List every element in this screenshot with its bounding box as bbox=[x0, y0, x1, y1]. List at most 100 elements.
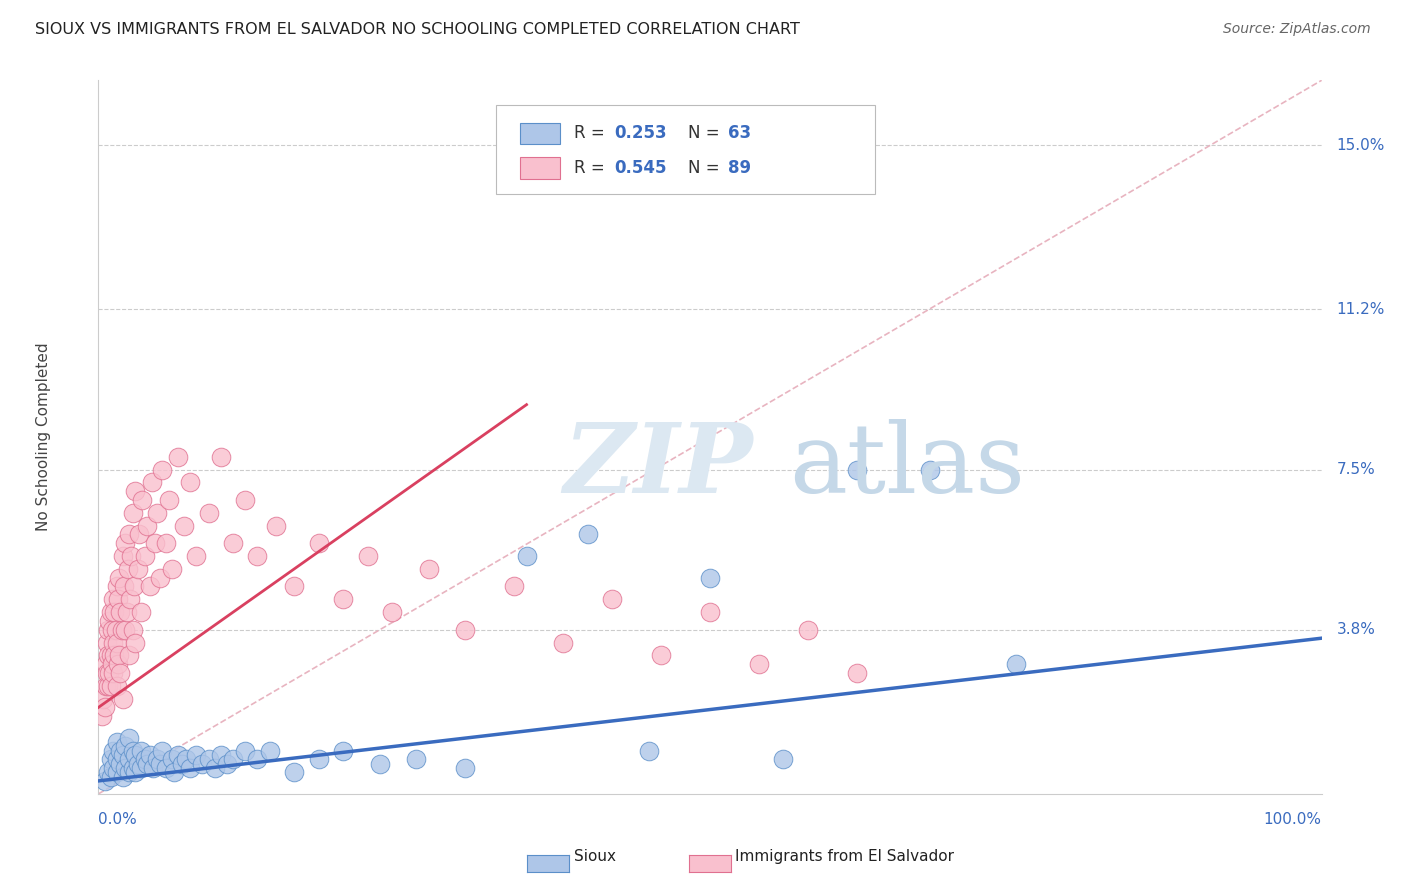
Point bbox=[332, 744, 354, 758]
Point bbox=[186, 549, 208, 563]
Text: SIOUX VS IMMIGRANTS FROM EL SALVADOR NO SCHOOLING COMPLETED CORRELATION CHART: SIOUX VS IMMIGRANTS FROM EL SALVADOR NO … bbox=[35, 22, 800, 37]
Point bbox=[124, 484, 146, 499]
Point bbox=[103, 648, 125, 663]
Text: R =: R = bbox=[574, 159, 610, 177]
Point bbox=[94, 679, 117, 693]
Point bbox=[105, 579, 128, 593]
Point bbox=[418, 562, 440, 576]
Point bbox=[100, 679, 122, 693]
Point bbox=[699, 571, 721, 585]
Point bbox=[118, 752, 141, 766]
Text: Immigrants from El Salvador: Immigrants from El Salvador bbox=[735, 849, 955, 863]
Point bbox=[163, 765, 186, 780]
Point bbox=[100, 648, 122, 663]
Point bbox=[259, 744, 281, 758]
Point bbox=[150, 744, 173, 758]
Point bbox=[101, 592, 124, 607]
Point bbox=[748, 657, 770, 672]
Point bbox=[129, 761, 152, 775]
Point bbox=[186, 747, 208, 762]
Point bbox=[283, 579, 305, 593]
Point bbox=[112, 579, 135, 593]
Point bbox=[111, 549, 134, 563]
Point bbox=[93, 773, 115, 788]
Text: Source: ZipAtlas.com: Source: ZipAtlas.com bbox=[1223, 22, 1371, 37]
Point bbox=[105, 752, 128, 766]
Point bbox=[114, 536, 136, 550]
Text: No Schooling Completed: No Schooling Completed bbox=[37, 343, 51, 532]
Point bbox=[111, 623, 134, 637]
Point bbox=[127, 562, 149, 576]
Point bbox=[600, 592, 623, 607]
Point bbox=[110, 605, 132, 619]
Point bbox=[454, 761, 477, 775]
Point bbox=[105, 635, 128, 649]
Point bbox=[553, 635, 575, 649]
Point bbox=[222, 536, 245, 550]
Point bbox=[150, 462, 173, 476]
Text: 0.545: 0.545 bbox=[614, 159, 666, 177]
Point bbox=[98, 665, 121, 680]
Text: 89: 89 bbox=[728, 159, 751, 177]
Point bbox=[115, 605, 138, 619]
Point bbox=[94, 657, 117, 672]
Point bbox=[173, 518, 195, 533]
Point bbox=[97, 648, 120, 663]
Point bbox=[179, 475, 201, 490]
Point bbox=[107, 592, 129, 607]
Point bbox=[308, 536, 330, 550]
Point bbox=[149, 756, 172, 771]
Point bbox=[103, 605, 125, 619]
Point bbox=[118, 648, 141, 663]
Point bbox=[136, 518, 159, 533]
Point bbox=[146, 752, 169, 766]
Point bbox=[167, 747, 190, 762]
Point bbox=[797, 623, 820, 637]
Point bbox=[246, 752, 269, 766]
Point bbox=[108, 571, 131, 585]
Point bbox=[98, 614, 121, 628]
Text: N =: N = bbox=[688, 125, 725, 143]
Point bbox=[454, 623, 477, 637]
Point bbox=[845, 462, 868, 476]
Point bbox=[209, 450, 232, 464]
Point bbox=[515, 549, 537, 563]
Point bbox=[167, 450, 190, 464]
Point bbox=[120, 549, 142, 563]
Point bbox=[197, 752, 219, 766]
Point bbox=[124, 747, 146, 762]
Point bbox=[233, 744, 256, 758]
Point bbox=[136, 756, 159, 771]
Point bbox=[124, 765, 146, 780]
Point bbox=[160, 752, 183, 766]
Point bbox=[121, 744, 143, 758]
Point bbox=[107, 657, 129, 672]
Point bbox=[155, 761, 177, 775]
Point bbox=[356, 549, 378, 563]
Point bbox=[368, 756, 391, 771]
Point bbox=[111, 770, 134, 784]
Point bbox=[117, 562, 139, 576]
Point bbox=[134, 549, 156, 563]
Point bbox=[100, 752, 122, 766]
Point bbox=[96, 635, 118, 649]
Point bbox=[93, 700, 115, 714]
FancyBboxPatch shape bbox=[520, 123, 560, 145]
Point bbox=[179, 761, 201, 775]
Point bbox=[142, 761, 165, 775]
Point bbox=[149, 571, 172, 585]
Point bbox=[176, 752, 198, 766]
Point bbox=[100, 605, 122, 619]
Point bbox=[246, 549, 269, 563]
Point bbox=[264, 518, 287, 533]
Point bbox=[129, 744, 152, 758]
Point bbox=[96, 665, 118, 680]
Point bbox=[134, 752, 156, 766]
Point bbox=[1004, 657, 1026, 672]
Point bbox=[121, 623, 143, 637]
Text: 63: 63 bbox=[728, 125, 751, 143]
Point bbox=[146, 506, 169, 520]
Point bbox=[101, 744, 124, 758]
Text: 15.0%: 15.0% bbox=[1336, 137, 1385, 153]
Text: N =: N = bbox=[688, 159, 725, 177]
